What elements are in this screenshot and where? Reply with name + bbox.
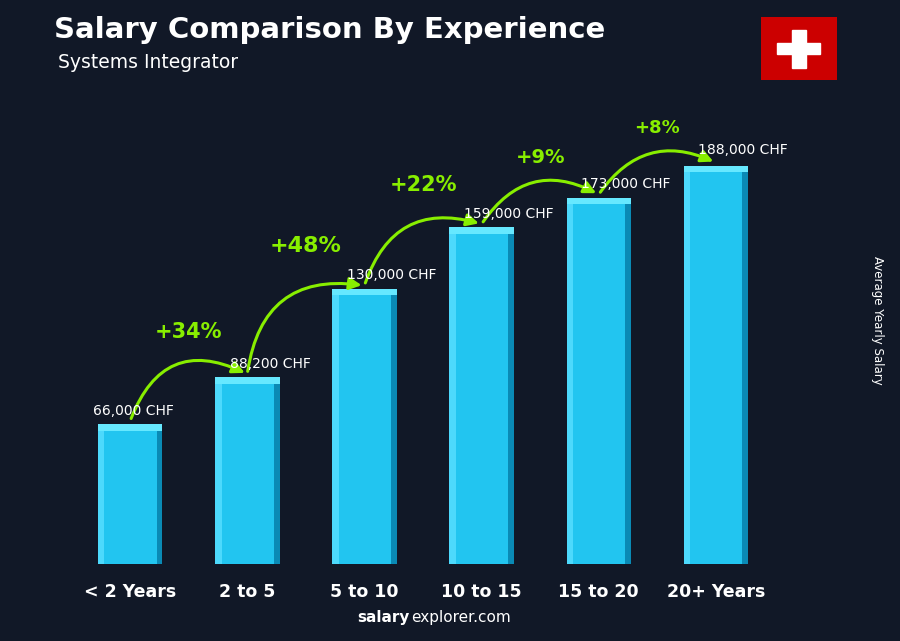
Bar (215, 378, 280, 383)
Bar (98, 424, 104, 564)
Text: +22%: +22% (390, 176, 457, 196)
Bar (566, 197, 631, 564)
Bar (332, 288, 397, 564)
Text: explorer.com: explorer.com (411, 610, 511, 625)
Bar (157, 424, 162, 564)
Bar (449, 228, 455, 564)
Text: 130,000 CHF: 130,000 CHF (346, 269, 436, 283)
Bar (508, 228, 514, 564)
Text: salary: salary (357, 610, 410, 625)
Bar (332, 288, 397, 295)
Bar (684, 166, 748, 564)
Bar (449, 228, 514, 233)
Text: +48%: +48% (270, 236, 342, 256)
Text: 159,000 CHF: 159,000 CHF (464, 207, 554, 221)
Bar (449, 228, 514, 564)
Text: 66,000 CHF: 66,000 CHF (93, 404, 174, 418)
Text: Systems Integrator: Systems Integrator (58, 53, 238, 72)
Text: 88,200 CHF: 88,200 CHF (230, 357, 310, 371)
Text: +8%: +8% (634, 119, 680, 137)
Bar (215, 378, 221, 564)
Bar (566, 197, 631, 204)
Bar (566, 197, 573, 564)
Bar (332, 288, 338, 564)
Bar (778, 43, 820, 54)
Bar (215, 378, 280, 564)
Bar (742, 166, 748, 564)
Text: +9%: +9% (516, 148, 565, 167)
Bar (684, 166, 748, 172)
Bar (626, 197, 631, 564)
Text: Average Yearly Salary: Average Yearly Salary (871, 256, 884, 385)
Bar (792, 30, 806, 67)
Bar (391, 288, 397, 564)
Bar (684, 166, 690, 564)
Bar (98, 424, 162, 431)
Bar (98, 424, 162, 564)
Bar (274, 378, 280, 564)
Text: Salary Comparison By Experience: Salary Comparison By Experience (54, 16, 605, 44)
Text: 188,000 CHF: 188,000 CHF (698, 144, 788, 158)
Text: 173,000 CHF: 173,000 CHF (581, 178, 670, 191)
Text: +34%: +34% (155, 322, 222, 342)
